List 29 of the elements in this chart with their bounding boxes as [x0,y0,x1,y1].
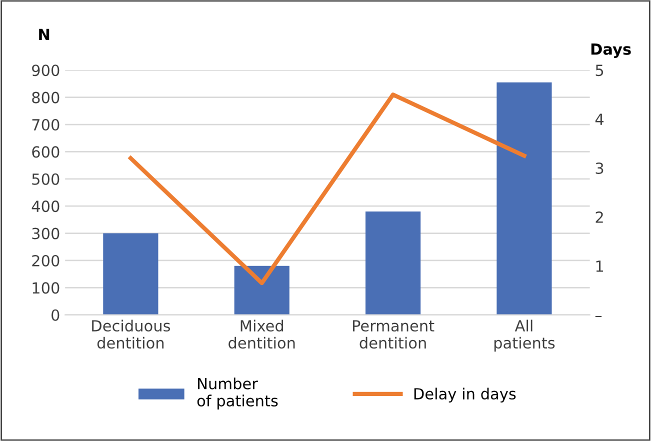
bar [103,233,158,315]
y-tick-label: 600 [32,146,60,158]
y-axis-title: N [39,28,50,40]
y2-tick-label: 4 [595,114,604,125]
x-tick-label: Mixed dentition [228,320,295,349]
x-tick-label: Permanent dentition [353,320,434,349]
bar [234,266,290,315]
legend-label: Delay in days [414,388,516,403]
y-tick-label: 200 [32,254,60,267]
x-tick-label: Deciduous dentition [92,320,170,349]
bar [496,82,552,315]
y2-tick-label: 2 [596,211,603,223]
legend-label: Number of patients [197,378,278,410]
y2-tick-label: 1 [596,260,603,272]
y-tick-label: 700 [32,118,60,131]
y2-tick-label: – [595,316,602,318]
y-tick-label: 500 [32,173,60,185]
y2-tick-label: 5 [596,64,604,76]
y-tick-label: 100 [32,282,60,294]
bar [365,212,421,315]
y-tick-label: 0 [52,309,60,321]
y-tick-label: 900 [32,64,60,76]
y2-axis-title: Days [591,44,631,58]
y-tick-label: 400 [32,200,60,212]
y-tick-label: 300 [32,228,60,240]
x-tick-label: All patients [494,320,555,352]
y2-tick-label: 3 [596,162,604,174]
line-series [128,92,526,286]
y-tick-label: 800 [32,92,60,104]
